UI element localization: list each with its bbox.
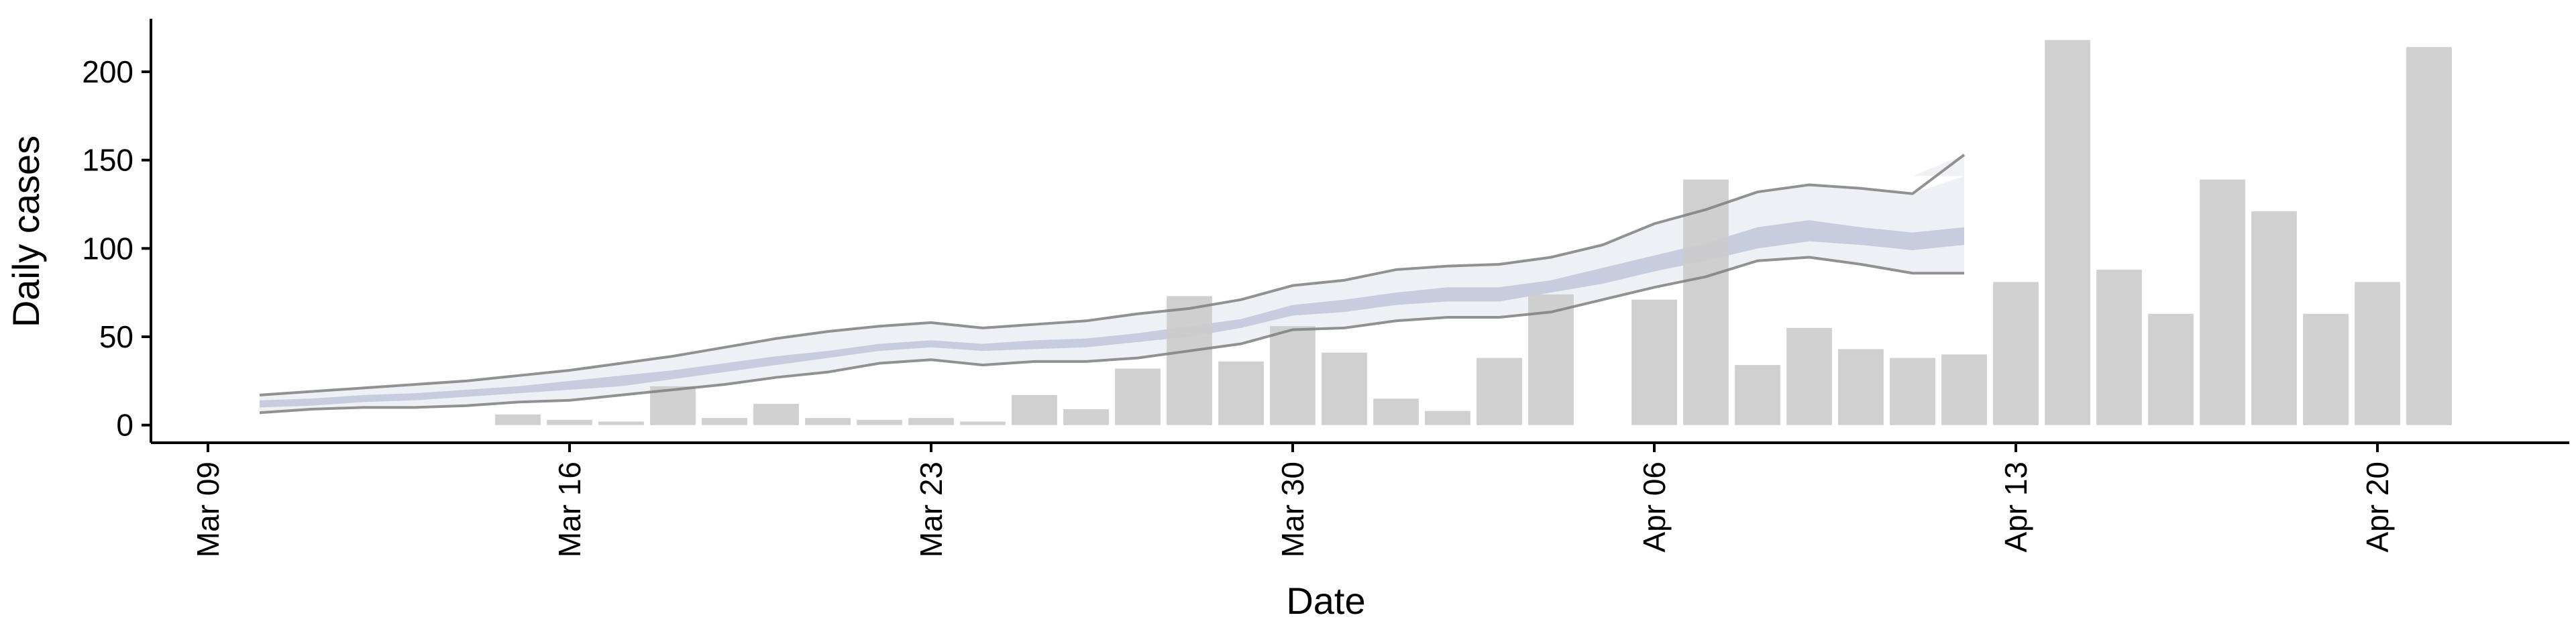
lower-bound-line	[259, 256, 1964, 415]
daily-case-bar	[1941, 354, 1987, 425]
y-tick-label: 50	[99, 319, 133, 354]
x-tick-label: Apr 06	[1637, 462, 1672, 553]
bar-layer	[495, 40, 2452, 425]
upper-bound-line	[259, 154, 1966, 396]
x-tick-label: Mar 16	[552, 462, 587, 557]
x-ticks: Mar 09 Mar 16 Mar 23 Mar 30 Apr 06 Apr 13 Apr …	[191, 443, 2395, 557]
y-tick-label: 0	[116, 408, 133, 443]
daily-case-bar	[908, 418, 954, 425]
daily-case-bar	[2096, 269, 2142, 425]
daily-case-bar	[1373, 398, 1419, 425]
daily-case-bar	[2355, 282, 2400, 425]
daily-case-bar	[1218, 361, 1264, 425]
daily-case-bar	[753, 404, 799, 425]
x-tick-label: Mar 30	[1275, 462, 1310, 557]
x-axis-title: Date	[1286, 580, 1365, 622]
band-50-area	[260, 220, 1964, 408]
daily-case-bar	[1322, 352, 1367, 425]
bound-line-layer	[259, 154, 1966, 415]
daily-case-bar	[598, 421, 644, 425]
daily-case-bar	[650, 386, 696, 425]
daily-case-bar	[1735, 365, 1780, 425]
daily-case-bar	[2200, 179, 2245, 425]
y-ticks: 0 50 100 150 200	[82, 54, 151, 443]
y-tick-label: 200	[82, 54, 133, 89]
daily-case-bar	[1167, 296, 1212, 425]
daily-case-bar	[2251, 211, 2297, 425]
x-tick-label: Apr 20	[2360, 462, 2395, 553]
daily-case-bar	[857, 419, 902, 425]
daily-case-bar	[1115, 368, 1161, 425]
daily-case-bar	[1631, 299, 1677, 425]
daily-case-bar	[805, 418, 851, 425]
band-90-faded-extension	[1913, 154, 1964, 176]
daily-case-bar	[1528, 294, 1574, 425]
daily-case-bar	[2045, 40, 2090, 425]
y-axis-title: Daily cases	[5, 136, 47, 327]
daily-case-bar	[1890, 358, 1935, 425]
daily-case-bar	[1993, 282, 2039, 425]
daily-case-bar	[1683, 179, 1729, 425]
daily-case-bar	[960, 421, 1006, 425]
daily-case-bar	[702, 418, 747, 425]
axes: 0 50 100 150 200 Mar 09 Mar 16 Mar 23 Mar 30 Apr…	[5, 19, 2569, 622]
daily-case-bar	[2303, 313, 2349, 425]
daily-case-bar	[495, 414, 541, 425]
daily-case-bar	[547, 419, 592, 425]
daily-case-bar	[1425, 411, 1470, 425]
daily-case-bar	[2406, 47, 2452, 425]
x-tick-label: Mar 23	[914, 462, 949, 557]
daily-case-bar	[2148, 313, 2194, 425]
x-tick-label: Mar 09	[191, 462, 225, 557]
x-tick-label: Apr 13	[1998, 462, 2033, 553]
y-tick-label: 150	[82, 143, 133, 178]
daily-case-bar	[1270, 326, 1316, 425]
daily-case-bar	[1012, 394, 1057, 425]
daily-case-bar	[1477, 358, 1522, 425]
daily-case-bar	[1786, 327, 1832, 425]
y-tick-label: 100	[82, 231, 133, 266]
daily-case-bar	[1063, 409, 1109, 425]
daily-case-bar	[1838, 349, 1884, 425]
